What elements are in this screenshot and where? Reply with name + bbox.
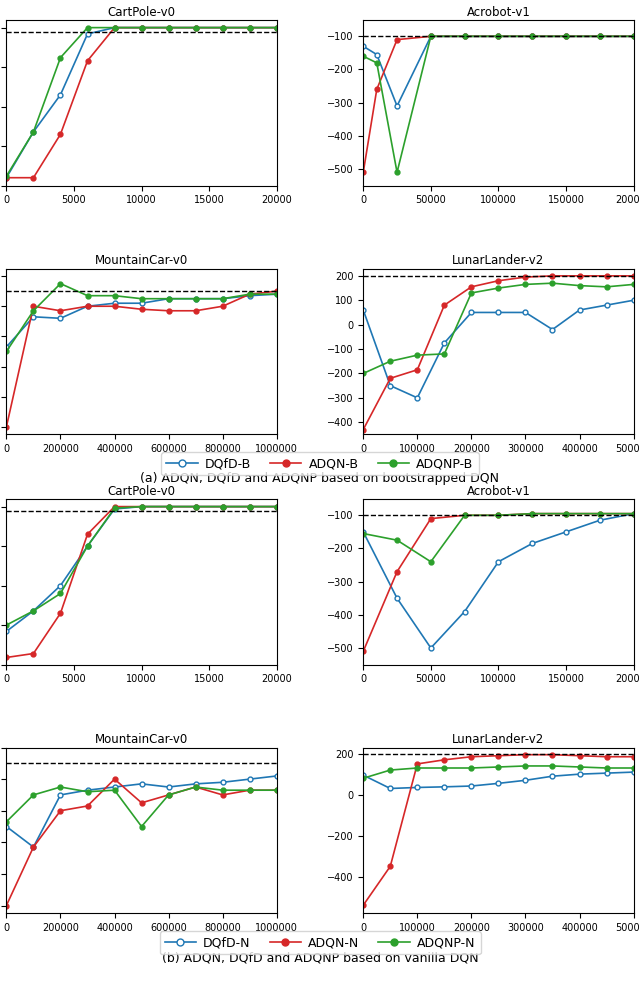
Title: MountainCar-v0: MountainCar-v0: [95, 254, 188, 267]
Text: (a) ADQN, DQfD and ADQNP based on bootstrapped DQN: (a) ADQN, DQfD and ADQNP based on bootst…: [141, 472, 499, 485]
Legend: DQfD-B, ADQN-B, ADQNP-B: DQfD-B, ADQN-B, ADQNP-B: [161, 452, 479, 475]
Title: CartPole-v0: CartPole-v0: [108, 6, 175, 19]
Title: Acrobot-v1: Acrobot-v1: [467, 484, 531, 498]
Legend: DQfD-N, ADQN-N, ADQNP-N: DQfD-N, ADQN-N, ADQNP-N: [159, 931, 481, 954]
Title: LunarLander-v2: LunarLander-v2: [452, 254, 545, 267]
Text: (b) ADQN, DQfD and ADQNP based on vanilla DQN: (b) ADQN, DQfD and ADQNP based on vanill…: [162, 951, 478, 964]
Title: MountainCar-v0: MountainCar-v0: [95, 734, 188, 746]
Title: Acrobot-v1: Acrobot-v1: [467, 6, 531, 19]
Title: CartPole-v0: CartPole-v0: [108, 484, 175, 498]
Title: LunarLander-v2: LunarLander-v2: [452, 734, 545, 746]
